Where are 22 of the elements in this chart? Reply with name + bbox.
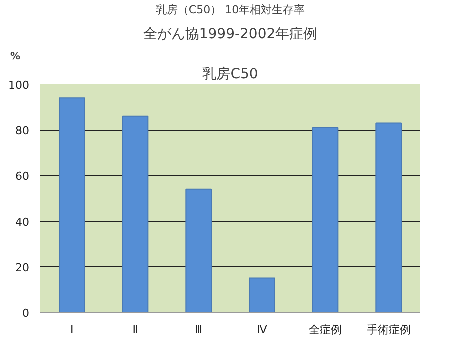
y-axis-title: % <box>10 52 21 62</box>
y-tick-label: 0 <box>22 307 30 320</box>
chart-subtitle: 全がん協1999-2002年症例 <box>143 26 318 42</box>
y-tick-label: 80 <box>16 124 30 138</box>
bar <box>312 127 339 312</box>
x-tick-label: Ⅳ <box>257 324 268 336</box>
bar <box>122 116 149 312</box>
y-tick-label: 20 <box>16 261 30 274</box>
x-tick-label: Ⅰ <box>70 324 74 336</box>
bar <box>249 278 276 312</box>
bar <box>186 188 212 312</box>
chart-title: 乳房（C50） 10年相対生存率 <box>156 4 306 16</box>
bar <box>59 98 86 312</box>
x-tick-label: Ⅲ <box>195 324 203 336</box>
y-tick-label: 60 <box>16 170 30 184</box>
y-tick-label: 100 <box>8 79 30 92</box>
x-tick-label: 全症例 <box>309 324 342 336</box>
y-tick-label: 40 <box>16 216 30 229</box>
bar <box>376 122 402 312</box>
x-tick-label: Ⅱ <box>132 324 138 336</box>
x-tick-label: 手術症例 <box>366 324 411 336</box>
text: 乳房C50 <box>202 66 258 82</box>
